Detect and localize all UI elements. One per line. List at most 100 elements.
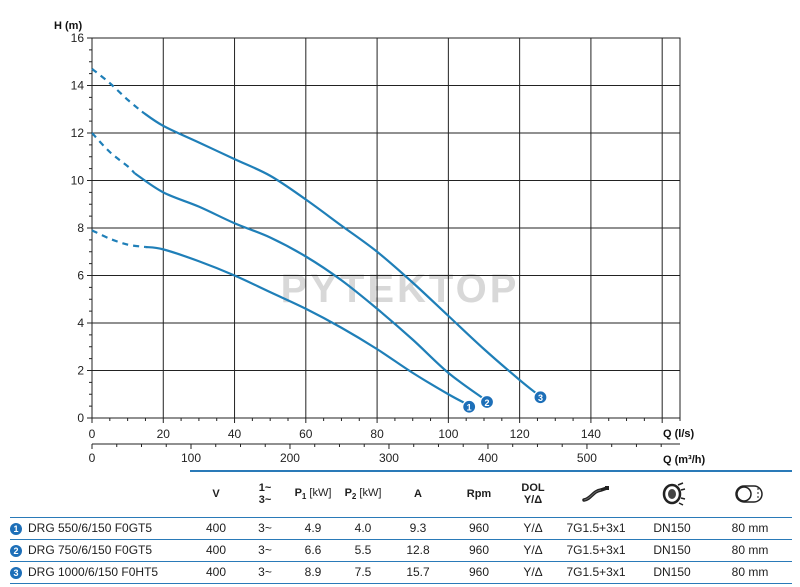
curve-2-label: 2 [484,398,489,408]
model-cell: 1 DRG 550/6/150 F0GT5 [10,517,190,539]
phase-cell: 3~ [258,565,272,579]
curve-3-label: 3 [538,393,543,403]
y-tick-label: 4 [77,316,84,330]
passage-cell: 80 mm [731,543,769,557]
header-passage [708,470,792,517]
rpm-cell: 960 [468,521,490,535]
v-cell: 400 [205,565,227,579]
header-dol-top: DOL [521,482,545,495]
header-p1: P1 [kW] [288,470,338,517]
curve-2 [134,172,485,400]
header-p2: P2 [kW] [338,470,388,517]
a-cell: 9.3 [409,521,427,535]
table-header-row: V 1~ 3~ P1 [kW] P2 [kW] A Rpm DOL Y/Δ [10,470,792,517]
model-name: DRG 1000/6/150 F0HT5 [28,565,159,579]
y-tick-label: 14 [71,79,85,93]
cable-cell: 7G1.5+3x1 [566,521,626,535]
start-cell: Y/Δ [523,543,543,557]
curve-2-marker [479,394,495,410]
header-current-label: A [414,488,422,501]
x-tick-label: 0 [89,427,96,441]
rpm-cell: 960 [468,543,490,557]
x2-tick-label: 400 [478,451,498,465]
passage-cell: 80 mm [731,521,769,535]
y-tick-label: 6 [77,269,84,283]
start-cell: Y/Δ [523,565,543,579]
header-voltage: V [190,470,242,517]
header-cable [556,470,636,517]
outlet-cell: DN150 [653,565,691,579]
model-name: DRG 550/6/150 F0GT5 [28,521,153,535]
y-axis-title: H (m) [54,20,82,32]
y-tick-label: 2 [77,364,84,378]
header-outlet [636,470,708,517]
row-number-badge: 1 [10,522,22,535]
x2-tick-label: 300 [379,451,399,465]
x-tick-label: 100 [438,427,458,441]
header-phase-top: 1~ [258,482,272,495]
start-cell: Y/Δ [523,521,543,535]
header-p1-sub: 1 [301,492,307,502]
model-cell: 3 DRG 1000/6/150 F0HT5 [10,561,190,583]
p2-cell: 7.5 [354,565,372,579]
phase-cell: 3~ [258,521,272,535]
outlet-flange-icon [662,482,686,506]
x2-tick-label: 0 [89,451,96,465]
pump-spec-table: V 1~ 3~ P1 [kW] P2 [kW] A Rpm DOL Y/Δ [10,470,792,584]
curves-layer: 1 2 3 [91,68,548,414]
watermark-text: PYTEKTOP [281,267,520,311]
row-number-badge: 3 [10,566,22,579]
y-tick-label: 10 [71,174,85,188]
a-cell: 12.8 [406,543,430,557]
curve-2-dashed [91,132,136,175]
p1-cell: 4.9 [304,521,322,535]
header-model [10,471,190,517]
curve-3 [141,110,539,396]
x2-axis-title: Q (m³/h) [663,454,705,466]
y-tick-label: 0 [77,411,84,425]
curve-3-dashed [91,68,143,113]
table-row: 1 DRG 550/6/150 F0GT5 400 3~ 4.9 4.0 9.3 960 Y/Δ… [10,517,792,539]
model-name: DRG 750/6/150 F0GT5 [28,543,153,557]
table-row: 3 DRG 1000/6/150 F0HT5 400 3~ 8.9 7.5 15.7 960 Y… [10,561,792,583]
table-row: 2 DRG 750/6/150 F0GT5 400 3~ 6.6 5.5 12.8 960 Y/… [10,539,792,561]
header-voltage-label: V [212,488,220,501]
curve-1-dashed [91,229,146,249]
header-rpm: Rpm [448,470,510,517]
y-tick-label: 16 [71,31,85,45]
phase-cell: 3~ [258,543,272,557]
header-p2-unit: [kW] [356,487,382,500]
x2-tick-label: 200 [280,451,300,465]
x-tick-label: 20 [157,427,171,441]
x-tick-label: 120 [510,427,530,441]
v-cell: 400 [205,521,227,535]
curve-1-label: 1 [467,403,472,413]
p1-cell: 8.9 [304,565,322,579]
p1-cell: 6.6 [304,543,322,557]
p2-cell: 4.0 [354,521,372,535]
header-phase: 1~ 3~ [242,470,288,517]
header-p1-unit: [kW] [306,487,332,500]
cable-cell: 7G1.5+3x1 [566,565,626,579]
chart-grid [91,37,681,419]
x-tick-label: 60 [299,427,313,441]
curve-1-marker [462,399,477,414]
curve-3-marker [533,390,548,405]
passage-cell: 80 mm [731,565,769,579]
header-p2-sub: 2 [351,492,357,502]
x2-tick-label: 500 [577,451,597,465]
header-p2-label: P [344,487,352,500]
header-current: A [388,470,448,517]
outlet-cell: DN150 [653,521,691,535]
cable-icon [582,486,609,502]
outlet-cell: DN150 [653,543,691,557]
rpm-cell: 960 [468,565,490,579]
row-number-badge: 2 [10,544,22,557]
x-tick-label: 80 [370,427,384,441]
x2-tick-label: 100 [181,451,201,465]
v-cell: 400 [205,543,227,557]
table-body: 1 DRG 550/6/150 F0GT5 400 3~ 4.9 4.0 9.3 960 Y/Δ… [10,517,792,583]
header-dol-bottom: Y/Δ [523,494,543,507]
